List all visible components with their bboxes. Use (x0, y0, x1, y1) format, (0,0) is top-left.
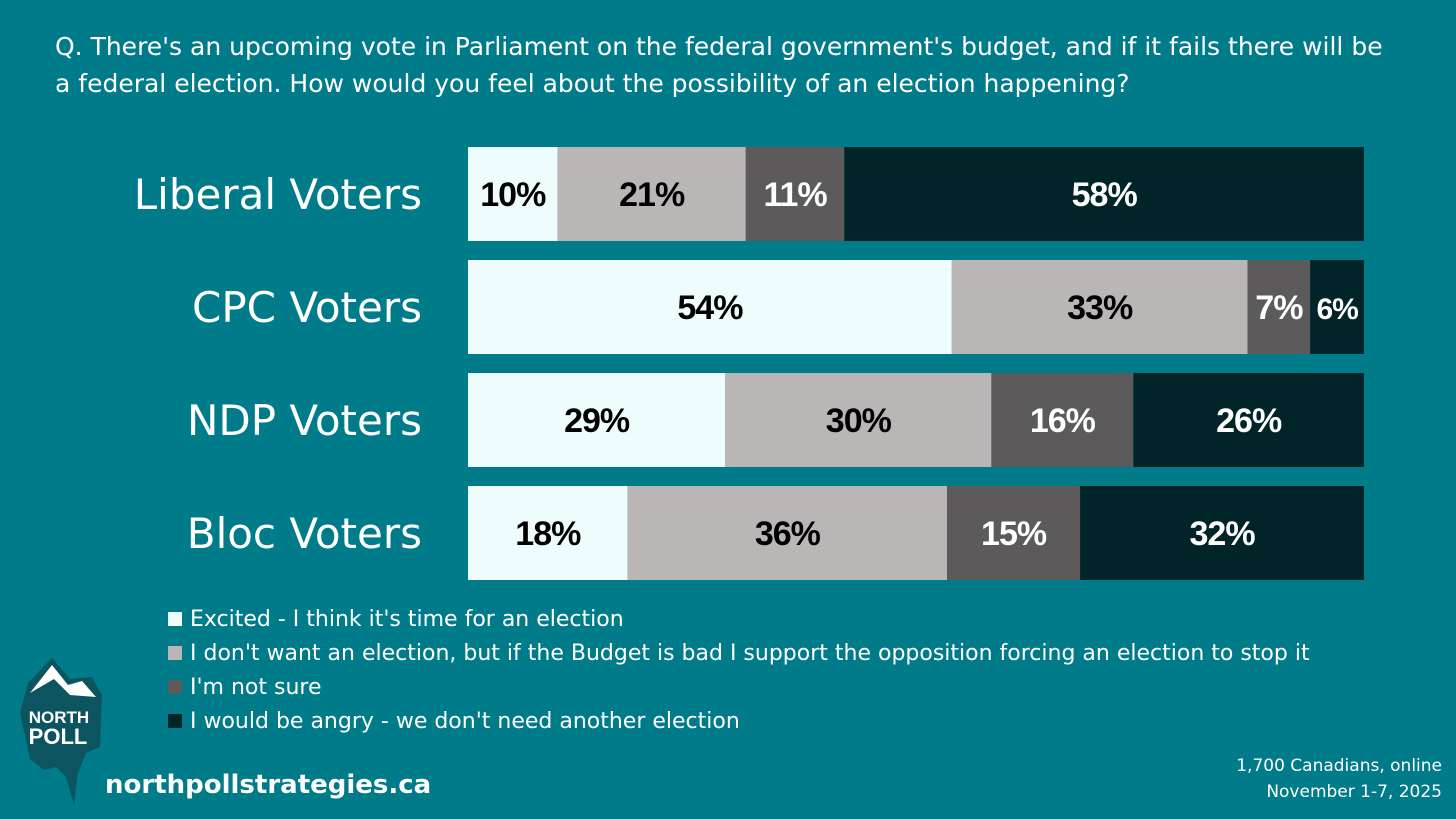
logo-line2: POLL (29, 724, 88, 749)
data-label: 54% (677, 289, 743, 327)
stacked-bar-chart: Liberal Voters 10% 21% 11% 58% CPC Voters 54% 3… (134, 147, 1364, 580)
legend-swatch (168, 612, 182, 626)
bar-segment (627, 486, 948, 580)
legend-item: I'm not sure (168, 670, 1310, 704)
date-note: November 1-7, 2025 (1266, 782, 1442, 802)
data-label: 16% (1030, 402, 1096, 440)
data-label: 36% (755, 515, 821, 553)
bar-segment (557, 147, 746, 241)
legend-swatch (168, 646, 182, 660)
bar-segment (951, 260, 1248, 354)
logo-peak (30, 665, 96, 697)
category-label: Bloc Voters (187, 509, 422, 558)
category-label: NDP Voters (187, 396, 422, 445)
chart-legend: Excited - I think it's time for an elect… (168, 602, 1310, 738)
data-label: 6% (1316, 293, 1358, 326)
data-label: 21% (619, 176, 685, 214)
logo-line1: NORTH (29, 708, 89, 727)
bar-segment (1310, 260, 1364, 354)
data-label: 26% (1216, 402, 1282, 440)
legend-item: Excited - I think it's time for an elect… (168, 602, 1310, 636)
data-label: 15% (981, 515, 1047, 553)
data-label: 58% (1072, 176, 1138, 214)
bar-segment (745, 147, 845, 241)
data-label: 30% (826, 402, 892, 440)
category-label: Liberal Voters (134, 170, 422, 219)
bar-segment (1133, 373, 1364, 467)
legend-label: I would be angry - we don't need another… (190, 708, 740, 734)
bar-segment (725, 373, 992, 467)
bar-segment (947, 486, 1081, 580)
legend-label: I don't want an election, but if the Bud… (190, 640, 1310, 666)
legend-item: I would be angry - we don't need another… (168, 704, 1310, 738)
bar-segment (468, 486, 628, 580)
bar-segment (468, 147, 558, 241)
data-label: 33% (1067, 289, 1133, 327)
data-label: 18% (515, 515, 581, 553)
category-label: CPC Voters (192, 283, 422, 332)
bar-segment (1080, 486, 1364, 580)
data-label: 32% (1190, 515, 1256, 553)
bar-segment (468, 260, 952, 354)
legend-swatch (168, 714, 182, 728)
data-label: 10% (480, 176, 546, 214)
north-poll-logo: NORTH POLL (20, 658, 102, 805)
website-link[interactable]: northpollstrategies.ca (105, 770, 432, 800)
bar-segment (844, 147, 1364, 241)
bar-segment (1247, 260, 1311, 354)
legend-label: I'm not sure (190, 674, 322, 700)
legend-item: I don't want an election, but if the Bud… (168, 636, 1310, 670)
data-label: 29% (564, 402, 630, 440)
bar-segment (468, 373, 726, 467)
data-label: 7% (1255, 289, 1303, 327)
legend-label: Excited - I think it's time for an elect… (190, 606, 624, 632)
question-text: Q. There's an upcoming vote in Parliamen… (55, 32, 1383, 98)
legend-swatch (168, 680, 182, 694)
sample-note: 1,700 Canadians, online (1236, 756, 1442, 776)
data-label: 11% (763, 176, 827, 214)
bar-segment (991, 373, 1134, 467)
